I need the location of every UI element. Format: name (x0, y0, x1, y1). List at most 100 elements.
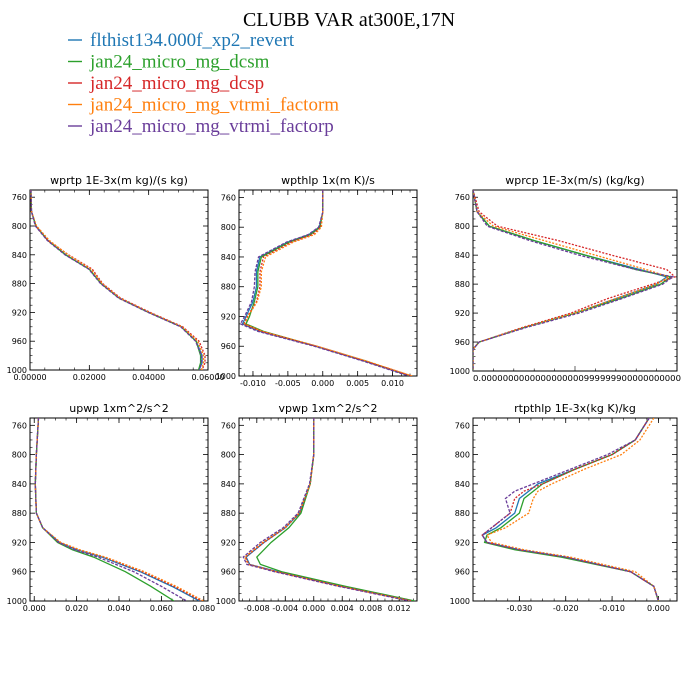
x-tick-label: 0.010 (381, 379, 404, 388)
x-tick-label: 0.008 (359, 604, 382, 613)
y-tick-label: 760 (455, 193, 470, 202)
y-tick-label: 960 (455, 568, 470, 577)
y-tick-label: 800 (12, 451, 27, 460)
legend-entry-2: jan24_micro_mg_dcsp (89, 73, 264, 94)
x-tick-label: 0.020 (65, 604, 88, 613)
series-line-jan24_micro_mg_vtrmi_factorm (485, 418, 660, 601)
y-tick-label: 1000 (7, 597, 27, 606)
y-tick-label: 1000 (450, 367, 470, 376)
series-line-flthist134.000f_xp2_revert (473, 190, 669, 371)
plot-frame (472, 417, 678, 602)
legend-entry-1: jan24_micro_mg_dcsm (89, 52, 270, 73)
y-tick-label: 840 (12, 480, 27, 489)
series-line-jan24_micro_mg_dcsp (244, 418, 413, 601)
x-tick-label: 0.060 (150, 604, 173, 613)
series-line-flthist134.000f_xp2_revert (30, 190, 203, 370)
y-tick-label: 840 (455, 251, 470, 260)
x-tick-label: -0.010 (599, 604, 625, 613)
series-line-jan24_micro_mg_dcsm (256, 418, 415, 601)
x-tick-label: -0.004 (272, 604, 298, 613)
series-line-jan24_micro_mg_vtrmi_factorm (30, 190, 205, 370)
y-tick-label: 960 (455, 338, 470, 347)
y-tick-label: 840 (455, 480, 470, 489)
series-line-jan24_micro_mg_vtrmi_factorp (34, 418, 188, 601)
x-tick-label: 0.06000 (191, 373, 224, 382)
series-line-jan24_micro_mg_dcsp (30, 190, 206, 370)
y-tick-label: 760 (221, 193, 236, 202)
y-tick-label: 880 (12, 280, 27, 289)
plot-frame (238, 189, 418, 377)
y-tick-label: 760 (12, 421, 27, 430)
x-tick-label: 0.00000 (13, 373, 46, 382)
panel-title: wprcp 1E-3x(m/s) (kg/kg) (505, 174, 644, 187)
panel-6: rtpthlp 1E-3x(kg K)/kg 760 800 840 880 920 960… (450, 402, 678, 613)
x-tick-label: 0.000 (647, 604, 670, 613)
series-line-jan24_micro_mg_dcsp (481, 418, 660, 601)
x-tick-label: 0.004 (331, 604, 354, 613)
series-line-jan24_micro_mg_vtrmi_factorp (473, 190, 675, 371)
y-tick-label: 1000 (216, 597, 236, 606)
y-tick-label: 840 (12, 251, 27, 260)
y-tick-label: 760 (12, 193, 27, 202)
plot-frame (29, 417, 209, 602)
x-tick-label: 0.005 (346, 379, 369, 388)
y-tick-label: 920 (221, 538, 236, 547)
panel-4: upwp 1xm^2/s^2 760 800 840 880 920 960 10000.00… (7, 402, 216, 613)
y-tick-label: 880 (221, 283, 236, 292)
y-tick-label: 920 (12, 308, 27, 317)
y-tick-label: 1000 (7, 366, 27, 375)
x-tick-label: 0.012 (388, 604, 411, 613)
y-tick-label: 840 (221, 253, 236, 262)
x-tick-label: -0.030 (506, 604, 532, 613)
panel-title: upwp 1xm^2/s^2 (69, 402, 169, 415)
x-tick-label: -0.020 (553, 604, 579, 613)
panel-3: wprcp 1E-3x(m/s) (kg/kg) 760 800 840 880 920 9… (450, 174, 681, 383)
x-tick-label: 0.080 (192, 604, 215, 613)
series-line-jan24_micro_mg_vtrmi_factorm (243, 418, 412, 601)
series-line-jan24_micro_mg_vtrmi_factorm (243, 190, 413, 376)
panels: wprtp 1E-3x(m kg)/(s kg) 760 800 840 880 920 9… (7, 174, 681, 613)
series-line-jan24_micro_mg_vtrmi_factorp (30, 190, 203, 370)
panel-5: vpwp 1xm^2/s^2 760 800 840 880 920 960 1000 -0.0… (216, 402, 418, 613)
y-tick-label: 800 (455, 451, 470, 460)
y-tick-label: 960 (221, 568, 236, 577)
panel-title: wprtp 1E-3x(m kg)/(s kg) (50, 174, 188, 187)
legend-entry-4: jan24_micro_mg_vtrmi_factorp (89, 116, 334, 137)
y-tick-label: 920 (221, 312, 236, 321)
y-tick-label: 880 (455, 509, 470, 518)
plot-frame (472, 189, 678, 372)
y-tick-label: 760 (221, 421, 236, 430)
series-line-flthist134.000f_xp2_revert (245, 418, 414, 601)
y-tick-label: 760 (455, 421, 470, 430)
legend-entry-0: flthist134.000f_xp2_revert (90, 30, 295, 51)
x-tick-label: 0.000 (311, 379, 334, 388)
x-tick-labels-overlapped: 0.0000000000000000000999999900000000000 (473, 374, 681, 383)
series-line-jan24_micro_mg_dcsp (243, 190, 412, 376)
series-line-flthist134.000f_xp2_revert (241, 190, 411, 376)
series-line-jan24_micro_mg_dcsp (34, 418, 202, 601)
y-tick-label: 800 (455, 222, 470, 231)
y-tick-label: 920 (12, 538, 27, 547)
series-line-jan24_micro_mg_dcsm (34, 418, 175, 601)
y-tick-label: 1000 (450, 597, 470, 606)
panel-title: vpwp 1xm^2/s^2 (278, 402, 377, 415)
figure-title: CLUBB VAR at300E,17N (243, 9, 455, 31)
y-tick-label: 1000 (216, 372, 236, 381)
panel-2: wpthlp 1x(m K)/s 760 800 840 880 920 960 1000 -0… (216, 174, 418, 388)
series-line-jan24_micro_mg_dcsm (473, 190, 673, 371)
x-tick-label: 0.000 (302, 604, 325, 613)
series-line-jan24_micro_mg_vtrmi_factorm (34, 418, 205, 601)
y-tick-label: 920 (455, 309, 470, 318)
plot-frame (29, 189, 209, 371)
panel-1: wprtp 1E-3x(m kg)/(s kg) 760 800 840 880 920 9… (7, 174, 225, 382)
panel-title: wpthlp 1x(m K)/s (281, 174, 375, 187)
y-tick-label: 880 (12, 509, 27, 518)
series-line-jan24_micro_mg_vtrmi_factorp (239, 190, 409, 376)
series-line-jan24_micro_mg_dcsm (245, 190, 411, 376)
legend: flthist134.000f_xp2_revertjan24_micro_mg… (68, 30, 339, 137)
y-tick-label: 880 (221, 509, 236, 518)
x-tick-label: -0.008 (244, 604, 270, 613)
y-tick-label: 960 (12, 337, 27, 346)
series-line-jan24_micro_mg_dcsm (30, 190, 202, 370)
y-tick-label: 800 (12, 222, 27, 231)
